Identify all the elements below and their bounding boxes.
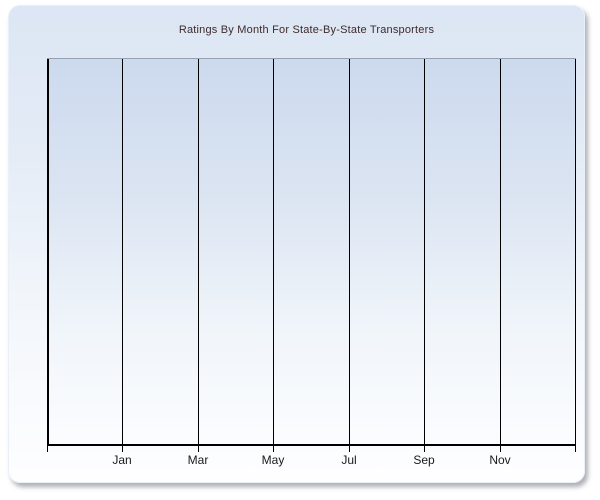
x-gridline bbox=[575, 59, 576, 444]
x-gridline bbox=[273, 59, 274, 444]
x-axis-label: Sep bbox=[413, 453, 435, 467]
x-axis-ticks bbox=[47, 446, 576, 452]
x-tick bbox=[122, 446, 123, 452]
x-axis-label: Jan bbox=[112, 453, 132, 467]
x-tick bbox=[47, 446, 48, 452]
x-tick bbox=[424, 446, 425, 452]
x-gridline bbox=[198, 59, 199, 444]
x-tick bbox=[500, 446, 501, 452]
x-gridline bbox=[424, 59, 425, 444]
y-axis-line bbox=[47, 59, 49, 444]
plot-area bbox=[47, 58, 576, 446]
x-gridline bbox=[122, 59, 123, 444]
x-tick bbox=[575, 446, 576, 452]
x-axis-label: Jul bbox=[341, 453, 357, 467]
x-tick bbox=[198, 446, 199, 452]
x-tick bbox=[349, 446, 350, 452]
x-gridline bbox=[500, 59, 501, 444]
x-axis-label: Mar bbox=[187, 453, 209, 467]
x-axis-labels: Jan Mar May Jul Sep Nov bbox=[47, 453, 576, 469]
x-axis-label: May bbox=[261, 453, 285, 467]
x-tick bbox=[273, 446, 274, 452]
x-axis-label: Nov bbox=[489, 453, 511, 467]
chart-title: Ratings By Month For State-By-State Tran… bbox=[178, 24, 435, 36]
x-gridline bbox=[349, 59, 350, 444]
chart-panel: Ratings By Month For State-By-State Tran… bbox=[8, 5, 585, 483]
